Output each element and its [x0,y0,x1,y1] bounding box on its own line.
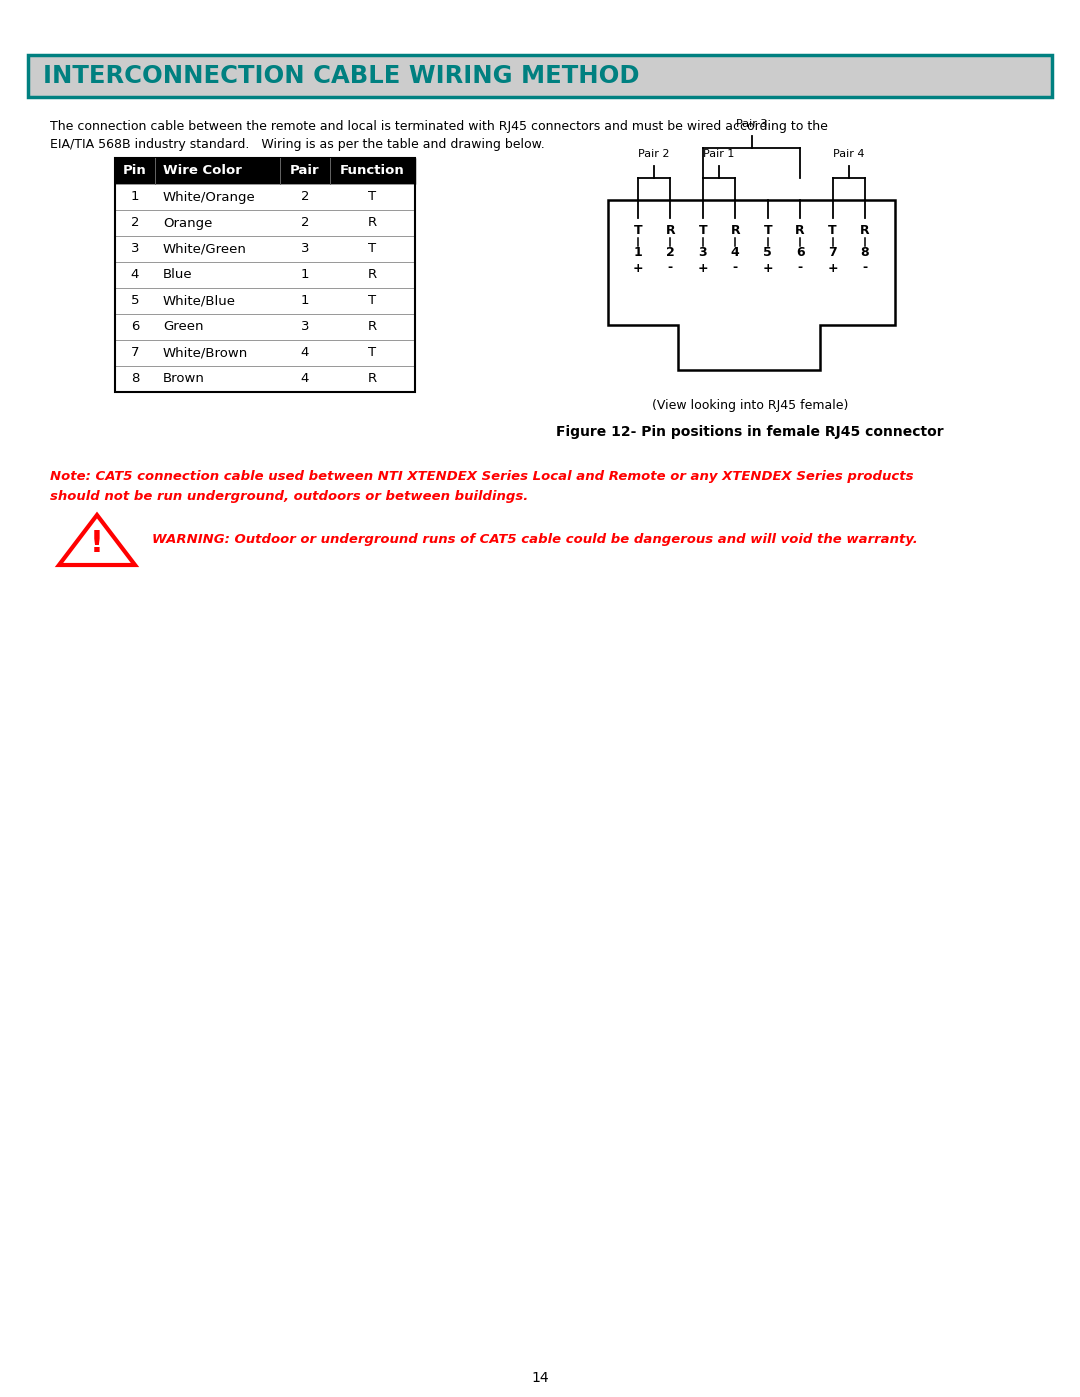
Text: Wire Color: Wire Color [163,165,242,177]
Text: (View looking into RJ45 female): (View looking into RJ45 female) [652,398,848,412]
Bar [114,263,415,288]
Text: 1: 1 [300,295,309,307]
Text: INTERCONNECTION CABLE WIRING METHOD: INTERCONNECTION CABLE WIRING METHOD [43,64,639,88]
Text: 4: 4 [301,346,309,359]
Text: Green: Green [163,320,203,334]
Text: 4: 4 [301,373,309,386]
Text: T: T [368,190,377,204]
Text: Pair: Pair [291,165,320,177]
Text: 8: 8 [861,246,869,258]
Text: 2: 2 [300,190,309,204]
Text: 1: 1 [131,190,139,204]
Bar [114,210,415,236]
Text: R: R [368,217,377,229]
Text: Function: Function [340,165,405,177]
Bar [114,236,415,263]
Text: Pair 2: Pair 2 [638,149,670,159]
Text: 5: 5 [764,246,772,258]
Text: White/Blue: White/Blue [163,295,237,307]
Text: 8: 8 [131,373,139,386]
Text: 2: 2 [131,217,139,229]
Text: 14: 14 [531,1370,549,1384]
Text: +: + [827,261,838,274]
Text: 6: 6 [796,246,805,258]
Text: Brown: Brown [163,373,205,386]
Text: 2: 2 [666,246,675,258]
Text: should not be run underground, outdoors or between buildings.: should not be run underground, outdoors … [50,490,528,503]
Text: 2: 2 [300,217,309,229]
Polygon shape [59,515,135,564]
Text: Pair 1: Pair 1 [703,149,734,159]
Text: T: T [368,346,377,359]
Text: The connection cable between the remote and local is terminated with RJ45 connec: The connection cable between the remote … [50,120,828,133]
Text: 1: 1 [634,246,643,258]
Text: Note: CAT5 connection cable used between NTI XTENDEX Series Local and Remote or : Note: CAT5 connection cable used between… [50,469,914,483]
Text: 3: 3 [300,320,309,334]
Text: R: R [665,224,675,236]
Text: +: + [698,261,708,274]
Text: T: T [699,224,707,236]
Text: White/Green: White/Green [163,243,247,256]
Text: -: - [863,261,867,274]
Text: T: T [634,224,643,236]
Text: 6: 6 [131,320,139,334]
Text: 5: 5 [131,295,139,307]
Polygon shape [608,200,895,370]
Text: T: T [828,224,837,236]
Text: -: - [667,261,673,274]
Text: Orange: Orange [163,217,213,229]
Text: Pin: Pin [123,165,147,177]
Bar [114,339,415,366]
Text: 7: 7 [131,346,139,359]
Bar [114,158,415,393]
Text: 1: 1 [300,268,309,282]
Text: !: ! [90,528,104,557]
Text: 7: 7 [828,246,837,258]
Text: 4: 4 [131,268,139,282]
Text: Pair 3: Pair 3 [735,119,767,129]
Bar [114,314,415,339]
Text: 4: 4 [731,246,740,258]
Text: T: T [764,224,772,236]
Text: R: R [368,373,377,386]
Text: Blue: Blue [163,268,192,282]
Text: 3: 3 [699,246,707,258]
Text: -: - [798,261,802,274]
Text: EIA/TIA 568B industry standard.   Wiring is as per the table and drawing below.: EIA/TIA 568B industry standard. Wiring i… [50,138,544,151]
Bar [114,366,415,393]
Text: White/Orange: White/Orange [163,190,256,204]
Text: Figure 12- Pin positions in female RJ45 connector: Figure 12- Pin positions in female RJ45 … [556,425,944,439]
Text: R: R [730,224,740,236]
Bar [28,54,1052,96]
Text: -: - [732,261,738,274]
Text: R: R [860,224,869,236]
Text: 3: 3 [131,243,139,256]
Bar [114,158,415,184]
Text: T: T [368,243,377,256]
Bar [114,184,415,210]
Bar [114,288,415,314]
Text: White/Brown: White/Brown [163,346,248,359]
Text: R: R [368,268,377,282]
Text: +: + [633,261,644,274]
Text: R: R [368,320,377,334]
Text: Pair 4: Pair 4 [833,149,864,159]
Text: WARNING: Outdoor or underground runs of CAT5 cable could be dangerous and will v: WARNING: Outdoor or underground runs of … [152,534,918,546]
Text: 3: 3 [300,243,309,256]
Text: R: R [795,224,805,236]
Text: +: + [762,261,773,274]
Text: T: T [368,295,377,307]
